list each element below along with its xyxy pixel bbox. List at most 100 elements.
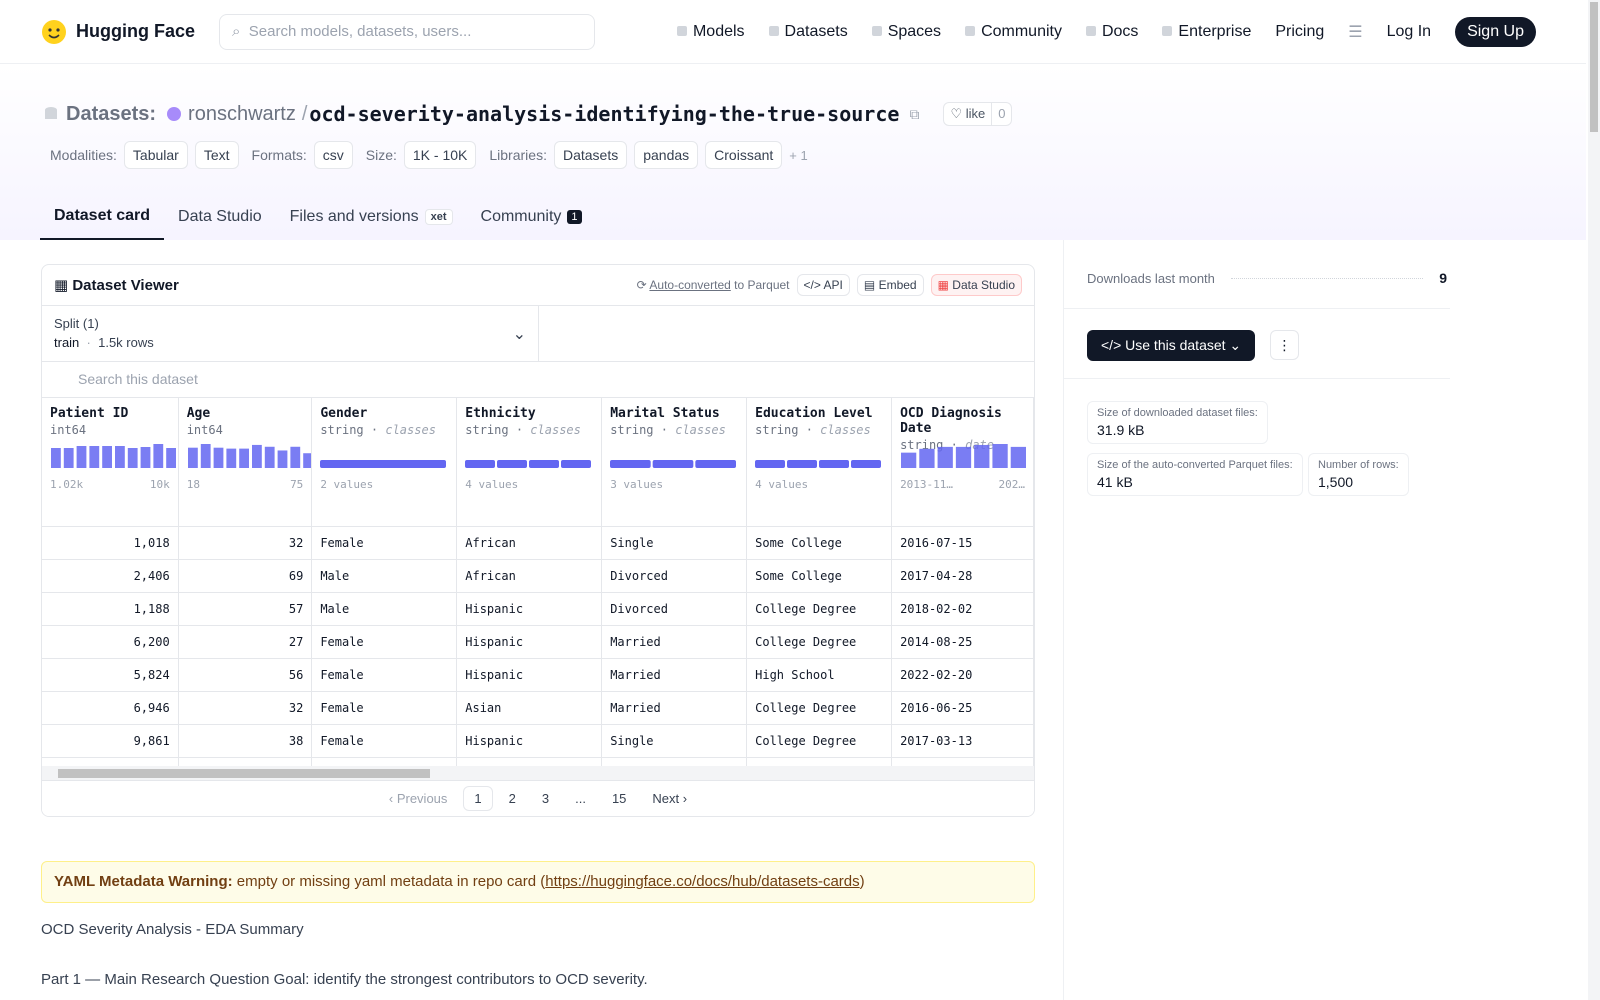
column-name: Education Level — [755, 406, 873, 421]
column-chart — [610, 460, 737, 468]
column-name: OCD Diagnosis Date — [900, 406, 1002, 436]
sidebar-divider — [1063, 240, 1064, 1000]
row[interactable]: 1,188 57 Male Hispanic Divorced College Degre… — [42, 592, 1034, 626]
nav-link-text: Community — [981, 22, 1062, 40]
column-chart — [320, 460, 447, 468]
viewer-actions: ⟳ Auto-converted to Parquet </> API ▤ Em… — [637, 274, 1022, 296]
auto-converted[interactable]: Auto-converted — [649, 278, 731, 292]
cell: 2014-08-25 — [891, 625, 1034, 659]
page-link[interactable]: 15 — [611, 791, 627, 806]
nav-link[interactable]: Community — [965, 23, 1062, 41]
to-parquet: to Parquet — [734, 278, 790, 292]
row[interactable]: 6,946 32 Female Asian Married College Degree 2… — [42, 691, 1034, 725]
tab-label: Community — [480, 207, 562, 225]
hist-bar — [76, 446, 87, 468]
page-link[interactable]: 1 — [463, 786, 493, 811]
column-name: Ethnicity — [465, 406, 536, 421]
nav-link[interactable]: Enterprise — [1162, 23, 1251, 41]
page-link[interactable]: 3 — [541, 791, 550, 806]
h-scrollbar[interactable] — [42, 766, 1034, 780]
repo-title: Datasets: ronschwartz / ocd-severity-ana… — [44, 102, 1013, 126]
tag[interactable]: Tabular — [123, 141, 188, 169]
tag-group-label: Modalities: — [50, 147, 117, 163]
repo-name[interactable]: ocd-severity-analysis-identifying-the-tr… — [309, 102, 900, 126]
page-link[interactable]: ‹ Previous — [388, 791, 448, 806]
column-header[interactable]: Age int64 18 75 — [178, 398, 313, 527]
summary: 2 values — [320, 478, 374, 491]
cell: African — [456, 526, 603, 560]
hist-bar — [251, 444, 262, 468]
cell: Hispanic — [456, 625, 603, 659]
viewer-search[interactable]: Search this dataset — [42, 362, 1034, 398]
nav-icon — [1085, 25, 1096, 36]
nav-link[interactable]: Datasets — [768, 23, 848, 41]
api-button[interactable]: </> API — [796, 274, 850, 296]
column-header[interactable]: Education Level string · classes 4 values — [746, 398, 893, 527]
split-select[interactable]: Split (1) train · 1.5k rows ⌄ — [42, 306, 539, 361]
embed-button[interactable]: ▤ Embed — [856, 274, 924, 296]
cell: Divorced — [601, 559, 748, 593]
column-header[interactable]: Gender string · classes 2 values — [311, 398, 458, 527]
login[interactable]: Log In — [1386, 22, 1432, 40]
range: 3 values — [610, 478, 738, 491]
row[interactable]: 1,018 32 Female African Single Some College 20… — [42, 526, 1034, 560]
nav-link[interactable]: Docs — [1085, 23, 1138, 41]
tab[interactable]: Community 1 — [467, 193, 596, 240]
data-studio-button[interactable]: ▦ Data Studio — [930, 274, 1022, 296]
tag[interactable]: Datasets — [553, 141, 628, 169]
logo[interactable] — [40, 18, 68, 46]
range: 1.02k 10k — [50, 478, 170, 491]
cell: Some College — [746, 559, 893, 593]
tag[interactable]: pandas — [634, 141, 699, 169]
page-link[interactable]: Next › — [652, 791, 688, 806]
nav-link[interactable]: Spaces — [871, 23, 941, 41]
brand[interactable]: Hugging Face — [76, 21, 196, 41]
nav-link[interactable]: Pricing — [1275, 23, 1324, 41]
column-name: Age — [186, 406, 211, 421]
row[interactable]: 2,406 69 Male African Divorced Some College 20… — [42, 559, 1034, 593]
more-button[interactable]: ⋮ — [1270, 330, 1299, 360]
column-header[interactable]: Ethnicity string · classes 4 values — [456, 398, 603, 527]
search-box[interactable]: ⌕ Search models, datasets, users... — [219, 13, 596, 50]
row[interactable]: 6,200 27 Female Hispanic Married College Degr… — [42, 625, 1034, 659]
tag[interactable]: 1K - 10K — [403, 141, 477, 169]
owner[interactable]: ronschwartz — [188, 102, 296, 125]
row[interactable]: 9,861 38 Female Hispanic Single College Degre… — [42, 724, 1034, 758]
like-button[interactable]: ♡ like 0 — [943, 102, 1013, 126]
type: string — [465, 423, 509, 437]
column-type: string · classes — [320, 423, 436, 437]
signup[interactable]: Sign Up — [1455, 16, 1536, 47]
xet-badge: xet — [424, 208, 453, 225]
menu-icon[interactable]: ☰ — [1348, 23, 1363, 41]
copy-icon[interactable]: ⧉ — [909, 105, 920, 122]
column-header[interactable]: Marital Status string · classes 3 values — [601, 398, 748, 527]
type: int64 — [186, 423, 223, 437]
section[interactable]: Datasets: — [66, 102, 157, 125]
cell: College Degree — [746, 691, 893, 725]
repo-header: Datasets: ronschwartz / ocd-severity-ana… — [0, 65, 1586, 240]
tab[interactable]: Files and versions xet — [276, 193, 467, 240]
page-link[interactable]: 2 — [508, 791, 516, 806]
page-link[interactable]: ... — [575, 791, 586, 806]
search-placeholder: Search models, datasets, users... — [248, 23, 472, 40]
nav-link[interactable]: Models — [676, 23, 745, 41]
tag[interactable]: Croissant — [705, 141, 783, 169]
tab[interactable]: Dataset card — [40, 193, 165, 240]
more-tags[interactable]: + 1 — [789, 147, 808, 163]
class-bar — [652, 460, 694, 468]
row[interactable]: 5,824 56 Female Hispanic Married High School 2… — [42, 658, 1034, 692]
h-thumb[interactable] — [58, 769, 430, 778]
cell: 32 — [178, 526, 313, 560]
v-thumb[interactable] — [1590, 2, 1598, 132]
nav-link-text: Pricing — [1275, 22, 1325, 40]
viewer-header: ▦ Dataset Viewer ⟳ Auto-converted to Par… — [42, 265, 1034, 306]
tag[interactable]: Text — [194, 141, 239, 169]
v-scrollbar[interactable] — [1588, 0, 1600, 1000]
stat: Number of rows: 1,500 — [1308, 453, 1409, 496]
tag[interactable]: csv — [313, 141, 353, 169]
use-dataset-button[interactable]: </> Use this dataset ⌄ — [1087, 330, 1256, 361]
tab[interactable]: Data Studio — [164, 193, 276, 240]
warning-link[interactable]: https://huggingface.co/docs/hub/datasets… — [545, 873, 860, 890]
column-header[interactable]: Patient ID int64 1.02k 10k — [42, 398, 179, 527]
